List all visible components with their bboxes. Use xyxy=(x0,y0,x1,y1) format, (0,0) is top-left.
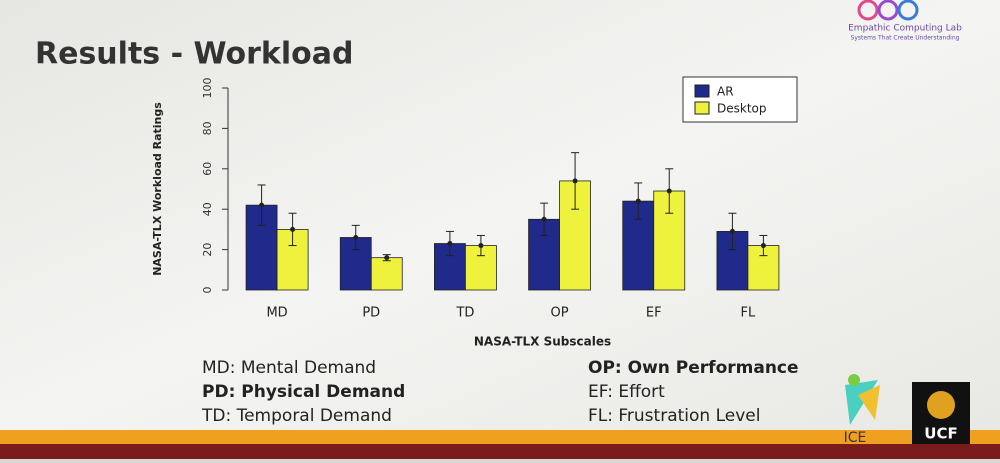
mean-point xyxy=(353,234,359,240)
y-tick-label: 0 xyxy=(201,287,214,294)
error-bar xyxy=(445,230,454,257)
error-bar xyxy=(476,234,485,257)
x-tick-label: EF xyxy=(646,306,662,321)
mean-point xyxy=(447,241,453,247)
y-tick-label: 60 xyxy=(201,162,214,176)
abbreviation: MD: Mental Demand xyxy=(202,358,376,378)
y-tick-label: 100 xyxy=(201,78,214,99)
y-tick-label: 80 xyxy=(201,121,214,135)
x-axis-label: NASA-TLX Subscales xyxy=(474,335,611,349)
mean-point xyxy=(259,202,265,208)
error-bar xyxy=(665,168,674,214)
footer-base xyxy=(0,444,1000,459)
x-tick-label: MD xyxy=(266,306,287,321)
y-tick-label: 40 xyxy=(201,202,214,216)
slide-title: Results - Workload xyxy=(35,37,353,72)
ucf-logo: UCF xyxy=(912,382,970,444)
mean-point xyxy=(635,198,641,204)
mean-point xyxy=(384,255,390,261)
abbreviation: TD: Temporal Demand xyxy=(201,406,392,426)
error-bar xyxy=(288,212,297,247)
chart: 0 20 40 60 80 100 NASA-TLX Workload Ratings NAS… xyxy=(151,76,798,349)
legend-label: Desktop xyxy=(717,102,767,116)
slide-background xyxy=(0,0,1000,430)
bar xyxy=(747,245,780,291)
mean-point xyxy=(290,226,296,232)
lab-name: Empathic Computing Lab xyxy=(848,24,962,34)
lab-tagline: Systems That Create Understanding xyxy=(851,35,960,42)
ice-label: ICE xyxy=(844,430,867,446)
abbreviation: EF: Effort xyxy=(588,382,665,402)
error-bar xyxy=(382,254,391,262)
error-bar xyxy=(571,152,580,210)
abbreviation: OP: Own Performance xyxy=(588,358,799,378)
mean-point xyxy=(666,188,672,194)
x-tick-label: TD xyxy=(455,306,474,321)
error-bar xyxy=(634,182,643,220)
legend-swatch xyxy=(694,101,710,115)
x-tick-label: OP xyxy=(551,306,569,321)
mean-point xyxy=(572,178,578,184)
mean-point xyxy=(541,216,547,222)
mean-point xyxy=(478,243,484,249)
bar xyxy=(370,257,403,291)
abbreviation: FL: Frustration Level xyxy=(588,406,760,426)
legend-label: AR xyxy=(717,85,734,99)
abbreviation: PD: Physical Demand xyxy=(202,382,405,402)
error-bar xyxy=(759,234,768,257)
x-tick-label: PD xyxy=(362,306,380,321)
x-tick-label: FL xyxy=(741,306,756,321)
footer-bar xyxy=(0,430,1000,444)
error-bar xyxy=(351,224,360,251)
y-tick-label: 20 xyxy=(201,243,214,257)
error-bar xyxy=(540,202,549,236)
ice-logo: ICE xyxy=(844,374,880,446)
lab-logo: Empathic Computing Lab Systems That Crea… xyxy=(848,0,962,42)
legend-swatch xyxy=(694,84,710,98)
error-bar xyxy=(728,212,737,251)
y-axis-label: NASA-TLX Workload Ratings xyxy=(151,102,164,276)
mean-point xyxy=(760,243,766,249)
error-bar xyxy=(257,184,266,226)
ucf-label: UCF xyxy=(924,425,957,443)
mean-point xyxy=(729,228,735,234)
